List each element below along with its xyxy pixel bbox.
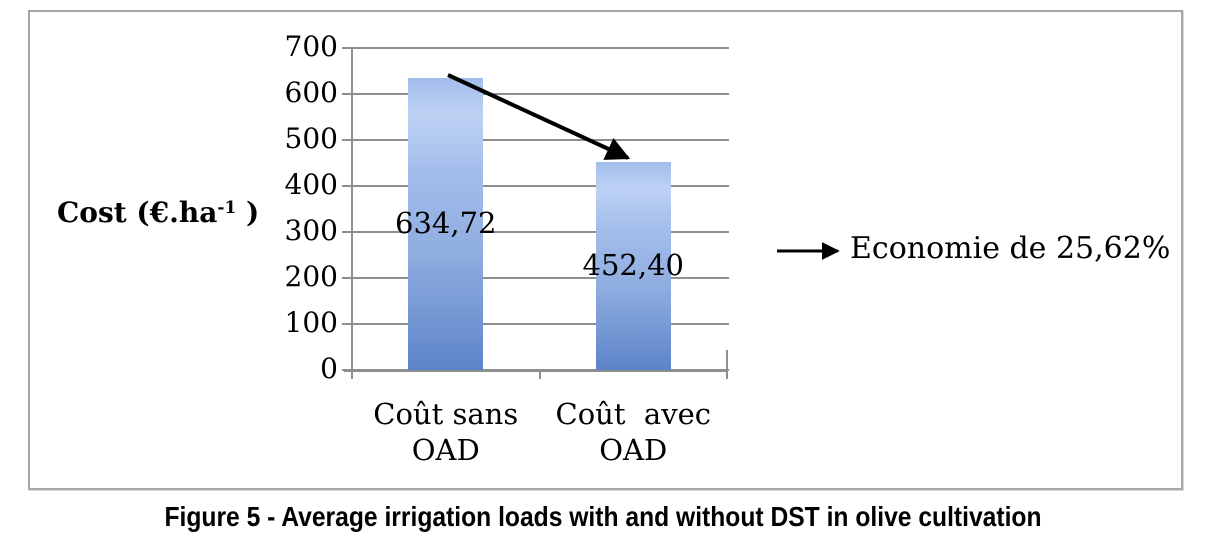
annotation-text: Economie de 25,62% [850, 231, 1171, 266]
y-axis-tick-mark [342, 139, 352, 141]
arrows-overlay [447, 73, 840, 260]
y-axis-title-superscript: -1 [217, 198, 237, 218]
gridline [352, 231, 729, 233]
x-axis-line [344, 370, 728, 372]
gridline [352, 369, 729, 371]
y-axis-tick-mark [342, 323, 352, 325]
y-axis-title-close: ) [236, 196, 260, 229]
bar-value-label: 452,40 [582, 247, 684, 282]
y-axis-tick-mark [342, 231, 352, 233]
decrease-arrow-icon [447, 73, 631, 160]
y-axis-tick-mark [342, 369, 352, 371]
y-axis-title-text: Cost (€.ha [57, 196, 218, 229]
y-axis-title: Cost (€.ha-1 ) [57, 196, 259, 229]
y-axis-tick-mark [342, 47, 352, 49]
bar [595, 161, 671, 370]
y-tick-label: 300 [284, 214, 338, 247]
y-axis-line [351, 48, 353, 378]
bar-value-label: 634,72 [395, 206, 497, 240]
y-axis-tick-mark [342, 277, 352, 279]
bar [408, 78, 484, 370]
gridline [352, 139, 729, 141]
gridline [352, 47, 729, 49]
y-axis-tick-mark [342, 93, 352, 95]
y-tick-label: 400 [284, 168, 338, 201]
x-axis-end-tick-mark [726, 350, 728, 370]
x-axis-tick-mark [538, 370, 541, 379]
gridline [352, 93, 729, 95]
y-tick-label: 600 [284, 76, 338, 109]
y-tick-label: 200 [284, 260, 338, 293]
figure-caption: Figure 5 - Average irrigation loads with… [164, 501, 1042, 532]
gridline [352, 323, 729, 325]
y-tick-label: 700 [284, 30, 338, 63]
y-tick-label: 0 [320, 352, 338, 385]
category-label: Coût avec OAD [555, 397, 712, 467]
gridline [352, 185, 729, 187]
x-axis-tick-mark [726, 370, 728, 379]
y-tick-label: 100 [284, 306, 338, 339]
y-tick-label: 500 [284, 122, 338, 155]
y-axis-tick-mark [342, 185, 352, 187]
chart-container: Cost (€.ha-1 ) Economie de 25,62% 700 600… [28, 10, 1183, 490]
gridline [352, 277, 729, 279]
category-label: Coût sans OAD [373, 397, 519, 467]
